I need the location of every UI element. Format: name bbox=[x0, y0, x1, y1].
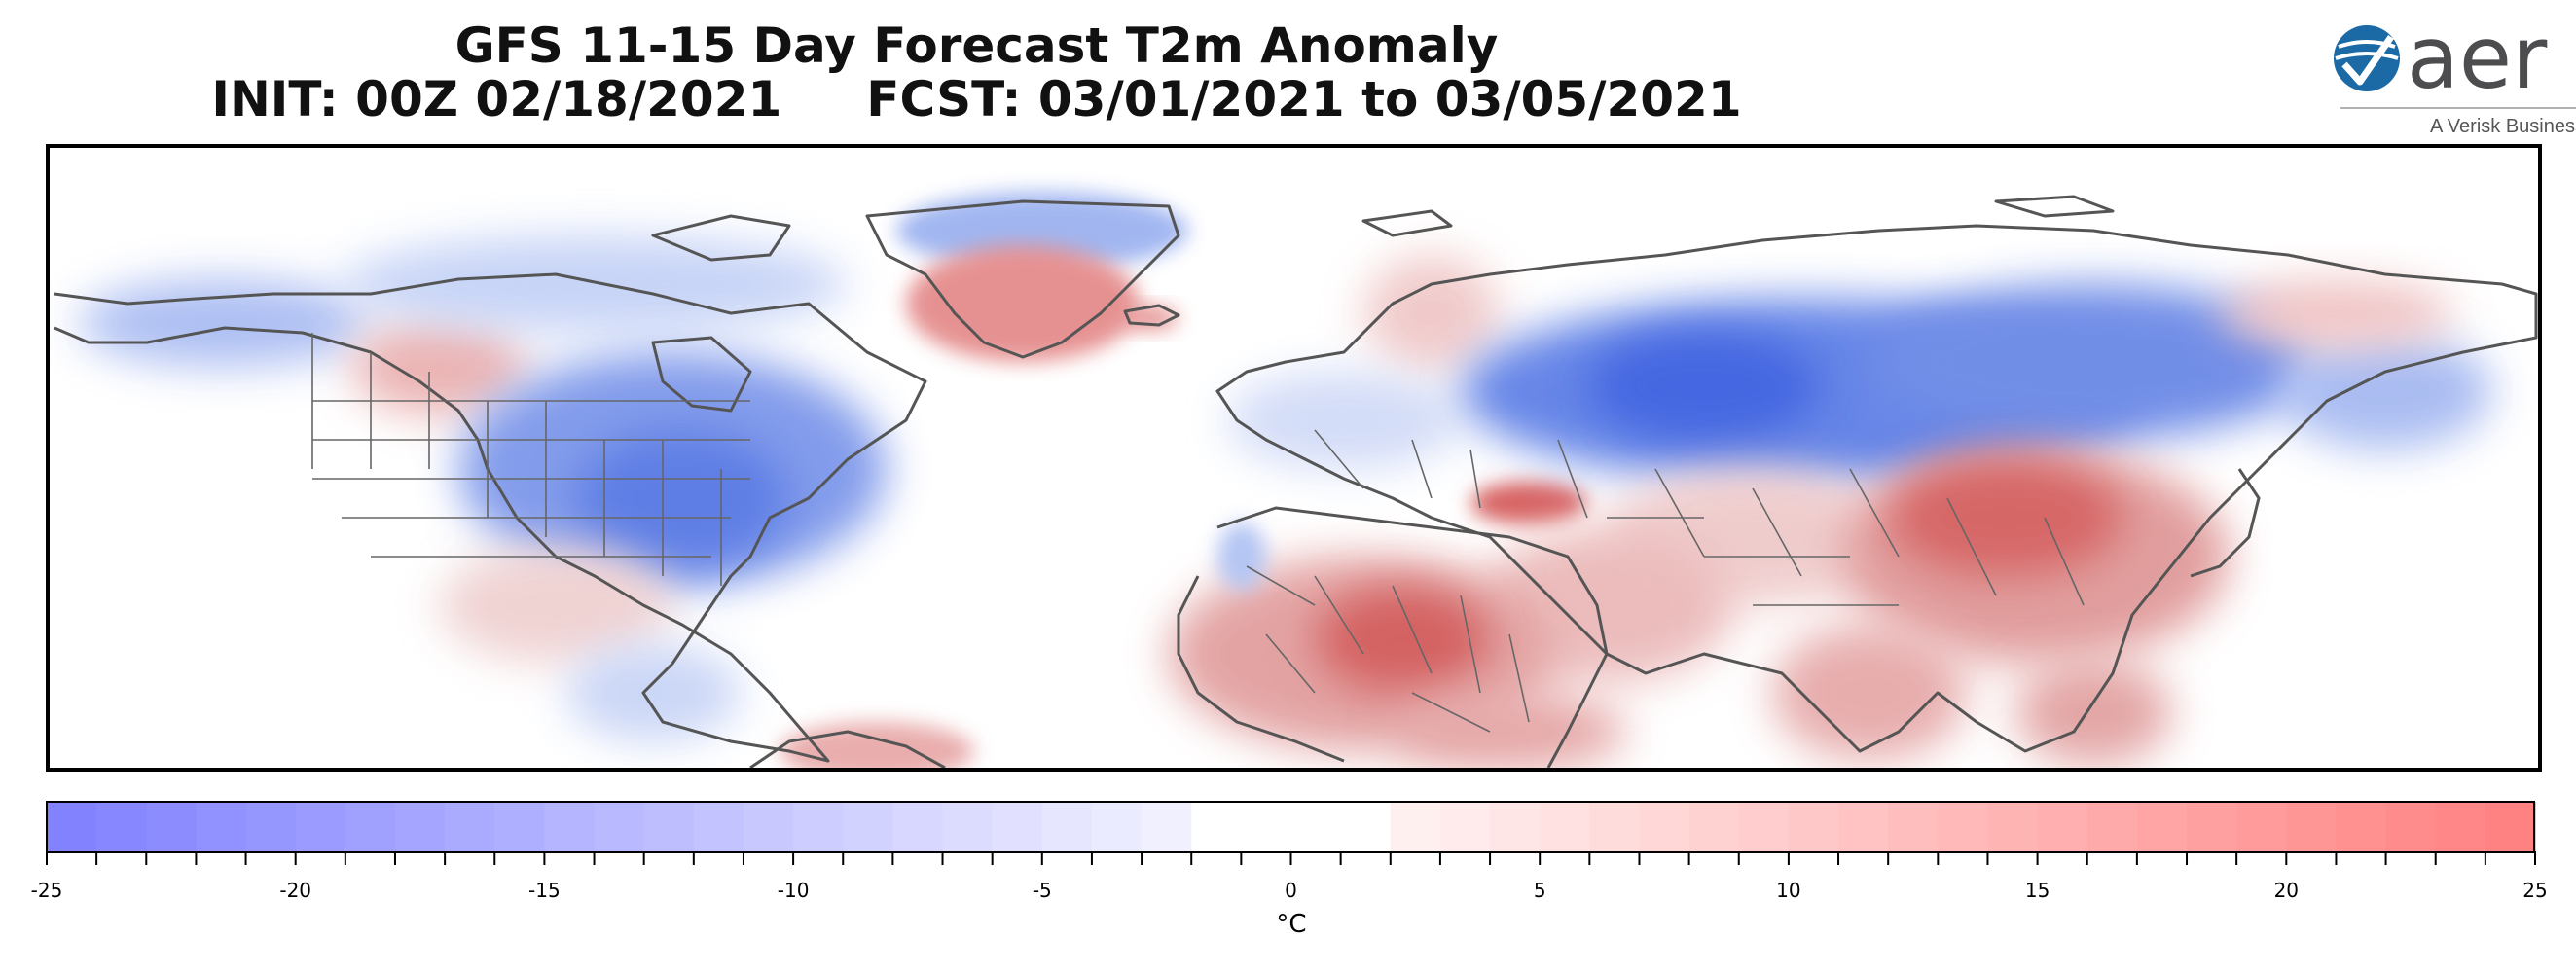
colorbar-segment bbox=[146, 802, 198, 852]
colorbar-segment bbox=[2336, 802, 2387, 852]
map-subtitle-init-fcst: INIT: 00Z 02/18/2021 FCST: 03/01/2021 to… bbox=[211, 71, 1742, 127]
colorbar-segment bbox=[594, 802, 645, 852]
colorbar-segment bbox=[1540, 802, 1590, 852]
colorbar-segment bbox=[1788, 802, 1839, 852]
colorbar-segment bbox=[2435, 802, 2486, 852]
colorbar-segment bbox=[1838, 802, 1889, 852]
colorbar-segment bbox=[2086, 802, 2138, 852]
colorbar-tick-label: -25 bbox=[30, 879, 63, 902]
colorbar-segment bbox=[1888, 802, 1939, 852]
colorbar-tick-label: 20 bbox=[2273, 879, 2300, 902]
greenland-coastline bbox=[865, 199, 1180, 359]
colorbar-tick-label: -20 bbox=[279, 879, 312, 902]
colorbar-segment bbox=[1589, 802, 1641, 852]
colorbar-segment bbox=[1439, 802, 1491, 852]
colorbar-segment bbox=[2037, 802, 2088, 852]
colorbar-segment bbox=[345, 802, 396, 852]
colorbar-segment bbox=[1938, 802, 1989, 852]
colorbar-segment bbox=[1290, 802, 1342, 852]
colorbar-segment bbox=[1091, 802, 1143, 852]
iceland-coastline bbox=[1123, 304, 1180, 327]
colorbar-tick-label: 25 bbox=[2522, 879, 2548, 902]
colorbar-segment bbox=[1241, 802, 1292, 852]
colorbar-segment bbox=[2286, 802, 2338, 852]
colorbar-segment bbox=[1490, 802, 1541, 852]
logo-tagline: A Verisk Business bbox=[2430, 116, 2576, 136]
colorbar-segment bbox=[892, 802, 944, 852]
colorbar-segment bbox=[2136, 802, 2188, 852]
logo-brand-text: aer bbox=[2407, 18, 2548, 108]
colorbar-tick-label: -5 bbox=[1032, 879, 1052, 902]
colorbar-segment bbox=[445, 802, 495, 852]
anomaly-map bbox=[46, 144, 2542, 772]
colorbar-segment bbox=[2385, 802, 2437, 852]
colorbar-tick-label: 5 bbox=[1533, 879, 1546, 902]
colorbar-segment bbox=[47, 802, 97, 852]
colorbar-segment bbox=[1340, 802, 1392, 852]
colorbar-segment bbox=[2187, 802, 2237, 852]
colorbar-segment bbox=[2485, 802, 2536, 852]
colorbar-tick-label: -15 bbox=[528, 879, 561, 902]
colorbar bbox=[46, 801, 2536, 853]
north-america-coastline bbox=[54, 272, 927, 763]
colorbar-tick-label: -10 bbox=[777, 879, 810, 902]
colorbar-segment bbox=[1041, 802, 1093, 852]
colorbar-segment bbox=[544, 802, 596, 852]
coastline-layer bbox=[54, 195, 2538, 768]
colorbar-segment bbox=[2236, 802, 2287, 852]
hudson-bay-outline bbox=[651, 336, 752, 413]
arctic-islands bbox=[651, 195, 2115, 262]
colorbar-segment bbox=[1191, 802, 1242, 852]
globe-check-icon bbox=[2334, 25, 2400, 91]
colorbar-segment bbox=[394, 802, 446, 852]
colorbar-segment bbox=[196, 802, 247, 852]
colorbar-segment bbox=[1390, 802, 1441, 852]
colorbar-segment bbox=[245, 802, 297, 852]
colorbar-segment bbox=[743, 802, 794, 852]
colorbar-segment bbox=[693, 802, 744, 852]
colorbar-segment bbox=[96, 802, 147, 852]
japan-coastline bbox=[2190, 468, 2261, 578]
south-america-coastline bbox=[749, 730, 946, 768]
colorbar-tick-label: 10 bbox=[1776, 879, 1801, 902]
colorbar-tick-label: 0 bbox=[1285, 879, 1297, 902]
aer-logo: aer A Verisk Business bbox=[2331, 8, 2576, 137]
colorbar-segment bbox=[494, 802, 545, 852]
eurasia-coastline bbox=[1215, 224, 2538, 753]
colorbar-segment bbox=[643, 802, 695, 852]
colorbar-unit-label: °C bbox=[1276, 910, 1307, 939]
colorbar-segment bbox=[1142, 802, 1192, 852]
colorbar-segment bbox=[793, 802, 844, 852]
map-title: GFS 11-15 Day Forecast T2m Anomaly bbox=[454, 18, 1499, 74]
colorbar-segment bbox=[1738, 802, 1790, 852]
colorbar-segment bbox=[295, 802, 346, 852]
colorbar-ticks: -25 -20 -15 -10 -5 0 5 10 15 20 25 bbox=[31, 851, 2548, 902]
colorbar-segment bbox=[1639, 802, 1690, 852]
colorbar-segment bbox=[992, 802, 1043, 852]
colorbar-segment bbox=[1987, 802, 2039, 852]
colorbar-tick-label: 15 bbox=[2024, 879, 2050, 902]
colorbar-segment bbox=[1688, 802, 1740, 852]
africa-coastline bbox=[1177, 506, 1609, 768]
colorbar-segment bbox=[843, 802, 893, 852]
political-borders-layer bbox=[311, 333, 2085, 733]
anomaly-field-layer bbox=[79, 192, 2492, 768]
colorbar-segment bbox=[942, 802, 994, 852]
